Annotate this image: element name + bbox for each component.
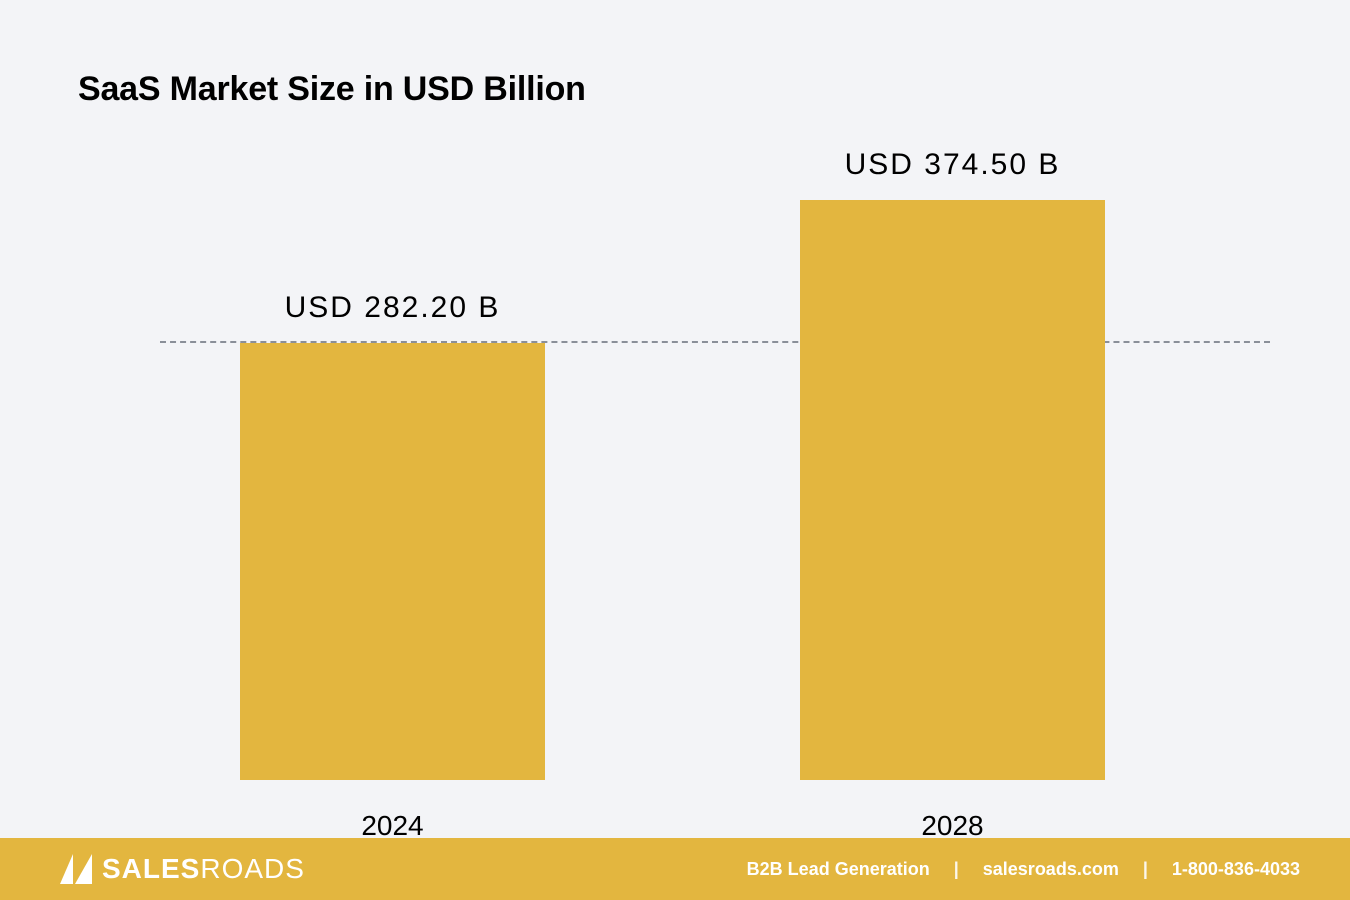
footer-bar: SALESROADS B2B Lead Generation | salesro… (0, 838, 1350, 900)
footer-website: salesroads.com (983, 859, 1119, 880)
footer-info: B2B Lead Generation | salesroads.com | 1… (747, 859, 1300, 880)
chart-title: SaaS Market Size in USD Billion (78, 70, 586, 109)
footer-phone: 1-800-836-4033 (1172, 859, 1300, 880)
footer-separator: | (1143, 859, 1148, 880)
bar-2028: USD 374.50 B (800, 200, 1105, 780)
logo-word-1: SALES (102, 853, 200, 884)
brand-logo: SALESROADS (60, 853, 305, 885)
bar-chart: USD 282.20 B2024USD 374.50 B2028 (160, 160, 1190, 780)
footer-tagline: B2B Lead Generation (747, 859, 930, 880)
footer-separator: | (954, 859, 959, 880)
logo-word-2: ROADS (200, 853, 305, 884)
logo-text: SALESROADS (102, 853, 305, 885)
bar-value-label-2024: USD 282.20 B (240, 291, 545, 325)
bar-value-label-2028: USD 374.50 B (800, 148, 1105, 182)
sail-icon (60, 854, 94, 884)
bar-2024: USD 282.20 B (240, 343, 545, 780)
